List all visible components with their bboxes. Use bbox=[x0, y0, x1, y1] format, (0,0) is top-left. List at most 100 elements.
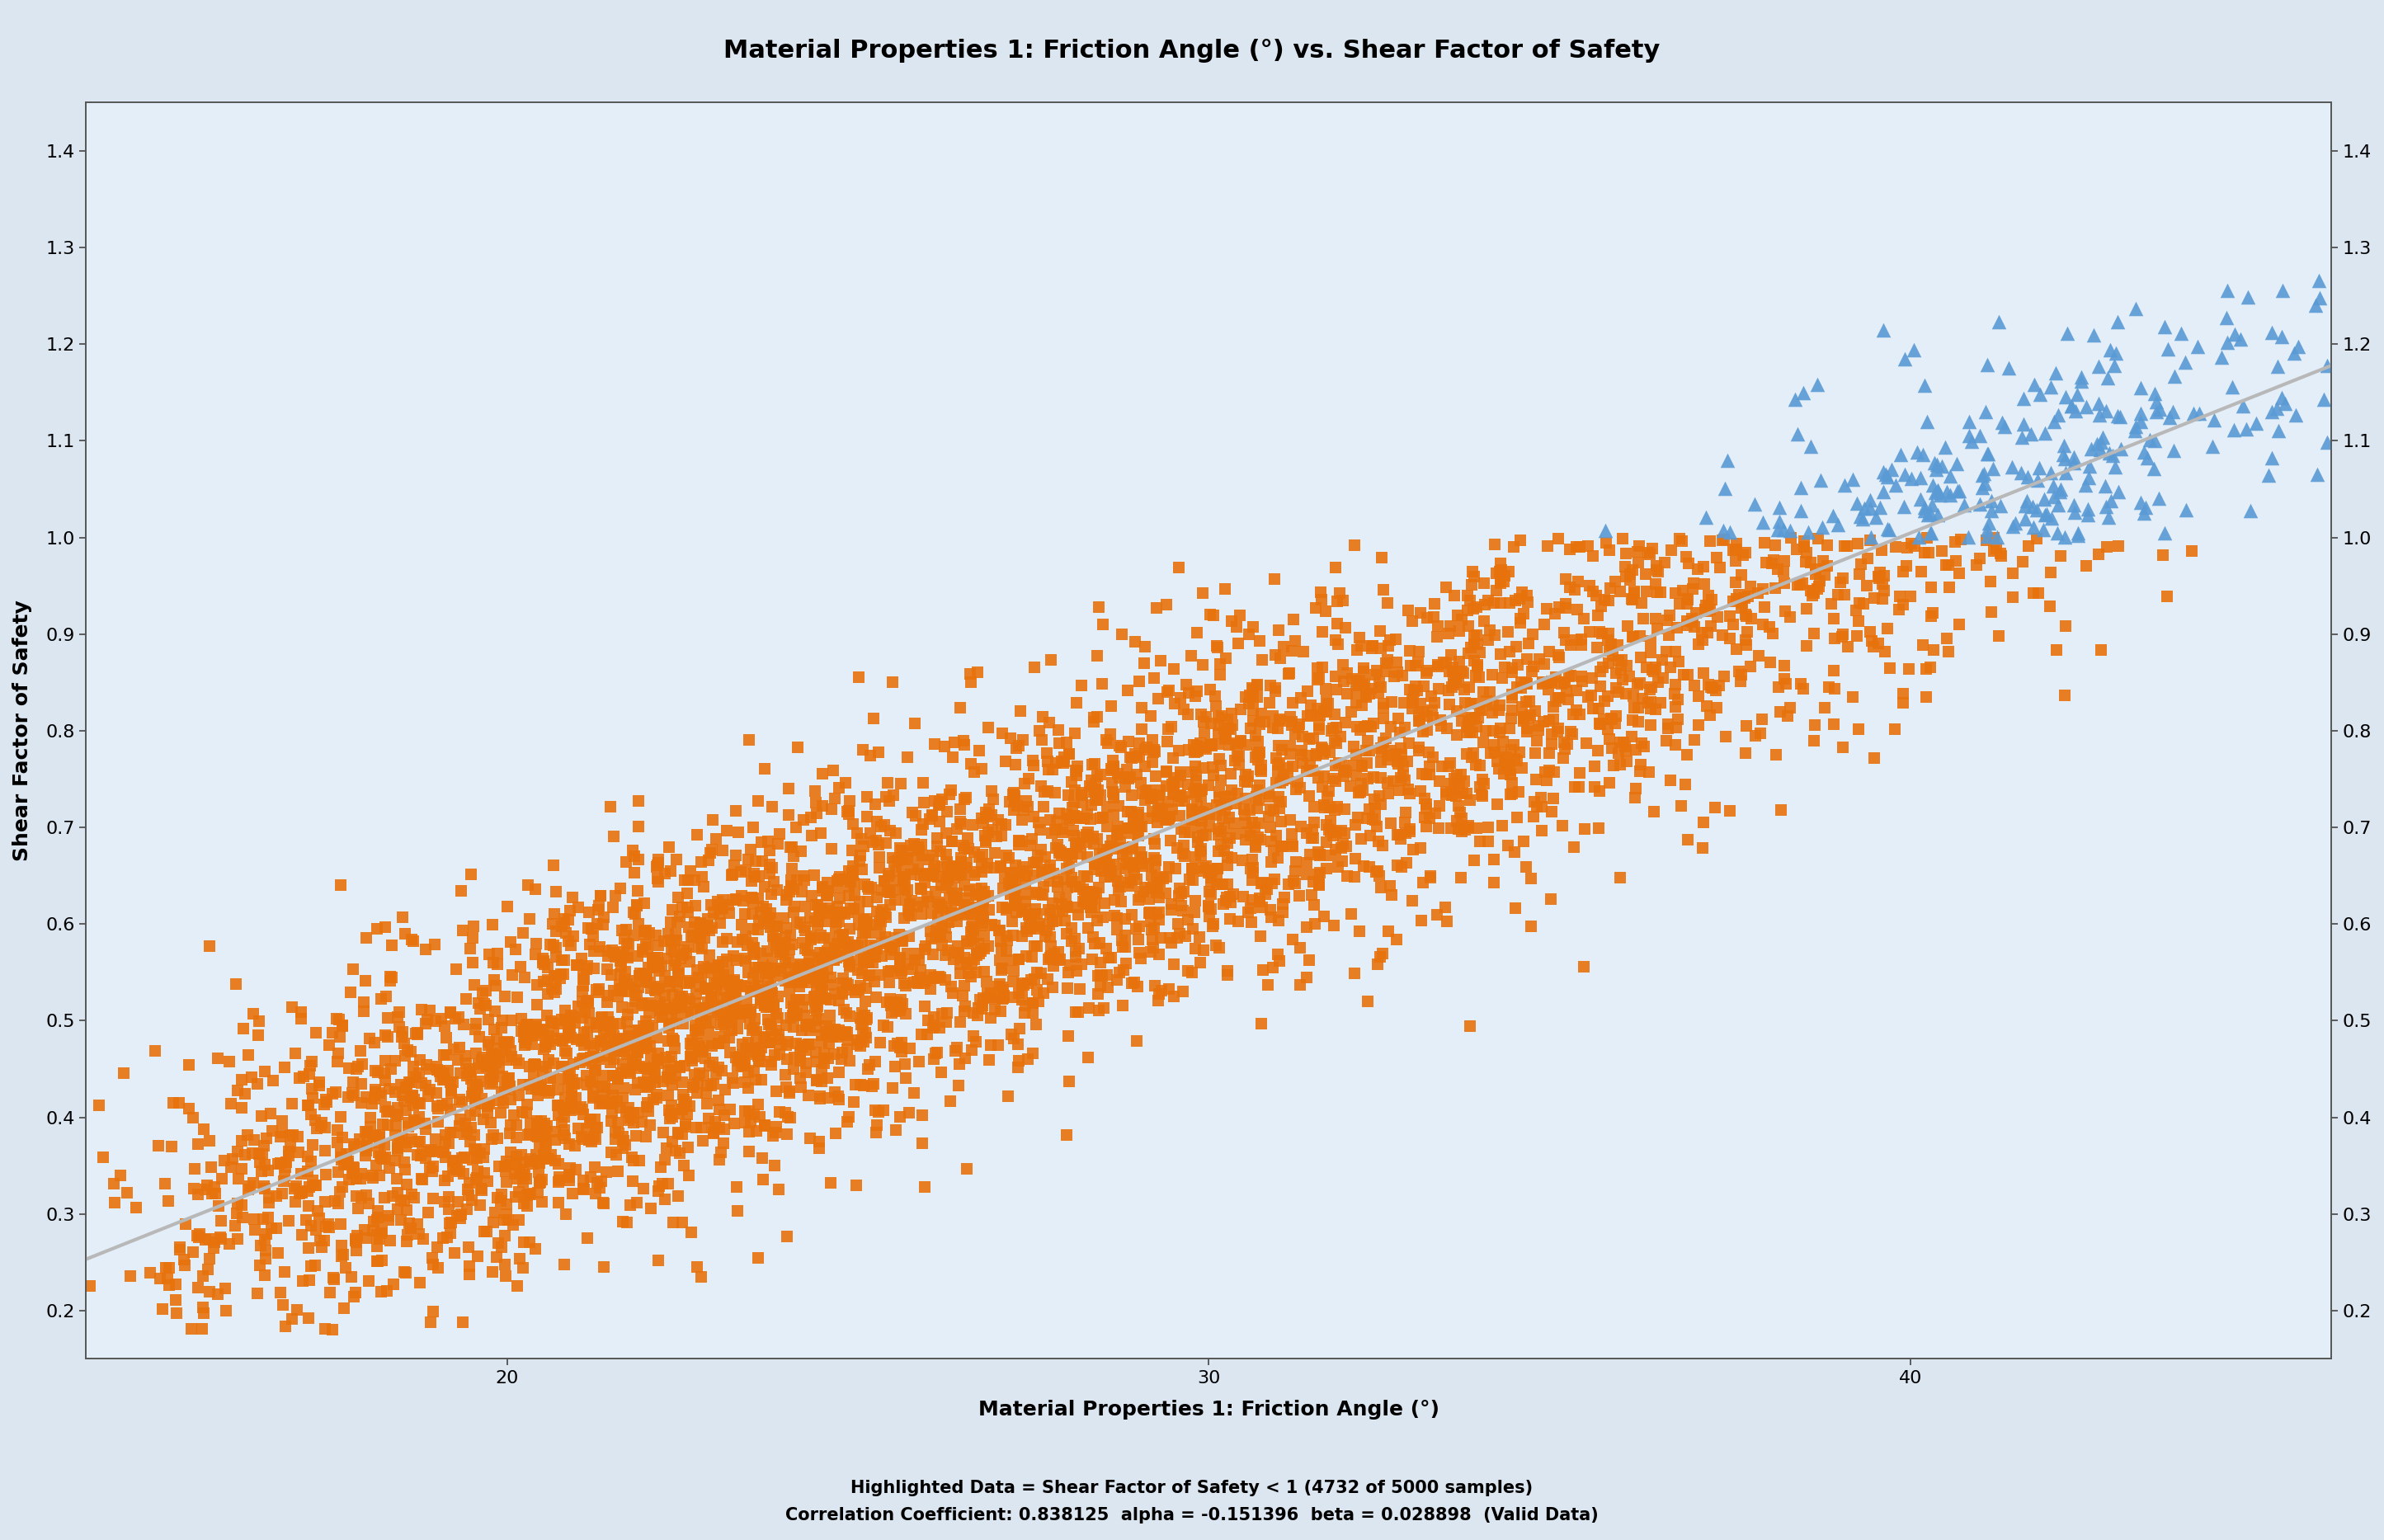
Point bbox=[670, 987, 708, 1012]
Point bbox=[858, 899, 896, 924]
Point bbox=[1752, 551, 1790, 576]
Point bbox=[1609, 664, 1647, 688]
Point bbox=[1039, 949, 1078, 973]
Point bbox=[849, 949, 887, 973]
Point bbox=[1764, 571, 1802, 596]
Point bbox=[1252, 898, 1290, 922]
Point bbox=[372, 933, 410, 958]
Point bbox=[343, 1186, 381, 1210]
Point bbox=[760, 1023, 799, 1047]
Point bbox=[1974, 456, 2012, 480]
Point bbox=[1445, 661, 1483, 685]
Point bbox=[830, 788, 868, 813]
Point bbox=[2067, 394, 2105, 419]
Point bbox=[2305, 387, 2343, 411]
Point bbox=[467, 1169, 505, 1194]
Point bbox=[441, 1035, 479, 1060]
Point bbox=[796, 790, 834, 815]
Point bbox=[1969, 442, 2007, 467]
Point bbox=[291, 1306, 329, 1331]
Point bbox=[546, 1086, 584, 1110]
Point bbox=[446, 1112, 484, 1137]
Point bbox=[982, 999, 1020, 1024]
Point bbox=[1781, 573, 1819, 598]
Point bbox=[489, 1192, 527, 1217]
Point bbox=[625, 961, 663, 986]
Point bbox=[1581, 659, 1619, 684]
Point bbox=[629, 990, 668, 1015]
Point bbox=[262, 1280, 300, 1304]
Point bbox=[749, 967, 787, 992]
Point bbox=[887, 973, 925, 998]
Point bbox=[1776, 387, 1814, 411]
Point bbox=[436, 1007, 474, 1032]
Point bbox=[1242, 827, 1280, 852]
Point bbox=[1356, 796, 1395, 821]
Point bbox=[1416, 801, 1454, 825]
Point bbox=[935, 884, 973, 909]
Point bbox=[672, 1043, 710, 1067]
Point bbox=[389, 1198, 427, 1223]
Point bbox=[777, 1004, 815, 1029]
Point bbox=[906, 938, 944, 962]
Point bbox=[1273, 638, 1311, 662]
Point bbox=[1326, 796, 1364, 821]
Point bbox=[904, 1103, 942, 1127]
Point bbox=[458, 1167, 496, 1192]
Point bbox=[1192, 602, 1230, 627]
Point bbox=[1311, 842, 1349, 867]
Point bbox=[999, 881, 1037, 906]
Point bbox=[851, 962, 889, 987]
Point bbox=[863, 932, 901, 956]
Point bbox=[1049, 895, 1087, 919]
Point bbox=[818, 932, 856, 956]
Point bbox=[896, 804, 935, 829]
Point bbox=[1650, 624, 1688, 648]
Point bbox=[1225, 768, 1264, 793]
Point bbox=[451, 1170, 489, 1195]
Point bbox=[474, 950, 513, 975]
Point bbox=[915, 1013, 954, 1038]
Point bbox=[496, 1103, 534, 1127]
Point bbox=[1311, 795, 1349, 819]
Point bbox=[1650, 604, 1688, 628]
Point bbox=[1669, 591, 1707, 616]
Point bbox=[558, 1027, 596, 1052]
Point bbox=[1252, 815, 1290, 839]
Point bbox=[1159, 738, 1197, 762]
Point bbox=[634, 1016, 672, 1041]
Point bbox=[1264, 833, 1302, 858]
Point bbox=[701, 1003, 739, 1027]
Point bbox=[677, 981, 715, 1006]
Point bbox=[353, 1090, 391, 1115]
Point bbox=[498, 1126, 536, 1150]
Point bbox=[1457, 594, 1495, 619]
Point bbox=[1514, 622, 1552, 647]
Point bbox=[939, 933, 977, 958]
Point bbox=[1395, 690, 1433, 715]
Point bbox=[2181, 402, 2220, 427]
Point bbox=[470, 1092, 508, 1116]
Point bbox=[591, 1050, 629, 1075]
Point bbox=[1864, 479, 1902, 504]
Point bbox=[277, 1189, 315, 1214]
Point bbox=[660, 904, 699, 929]
Point bbox=[853, 1072, 892, 1096]
Point bbox=[1180, 924, 1218, 949]
Point bbox=[892, 862, 930, 887]
Point bbox=[1483, 728, 1521, 753]
Point bbox=[1716, 570, 1755, 594]
Point bbox=[1502, 675, 1540, 699]
Point bbox=[834, 838, 873, 862]
Point bbox=[1666, 772, 1705, 796]
Point bbox=[396, 1109, 434, 1133]
Point bbox=[1013, 992, 1051, 1016]
Point bbox=[2096, 353, 2134, 377]
Point bbox=[1669, 742, 1707, 767]
Point bbox=[651, 1106, 689, 1130]
Point bbox=[694, 999, 732, 1024]
Point bbox=[718, 1198, 756, 1223]
Point bbox=[2088, 365, 2127, 390]
Point bbox=[844, 921, 882, 946]
Point bbox=[668, 941, 706, 966]
